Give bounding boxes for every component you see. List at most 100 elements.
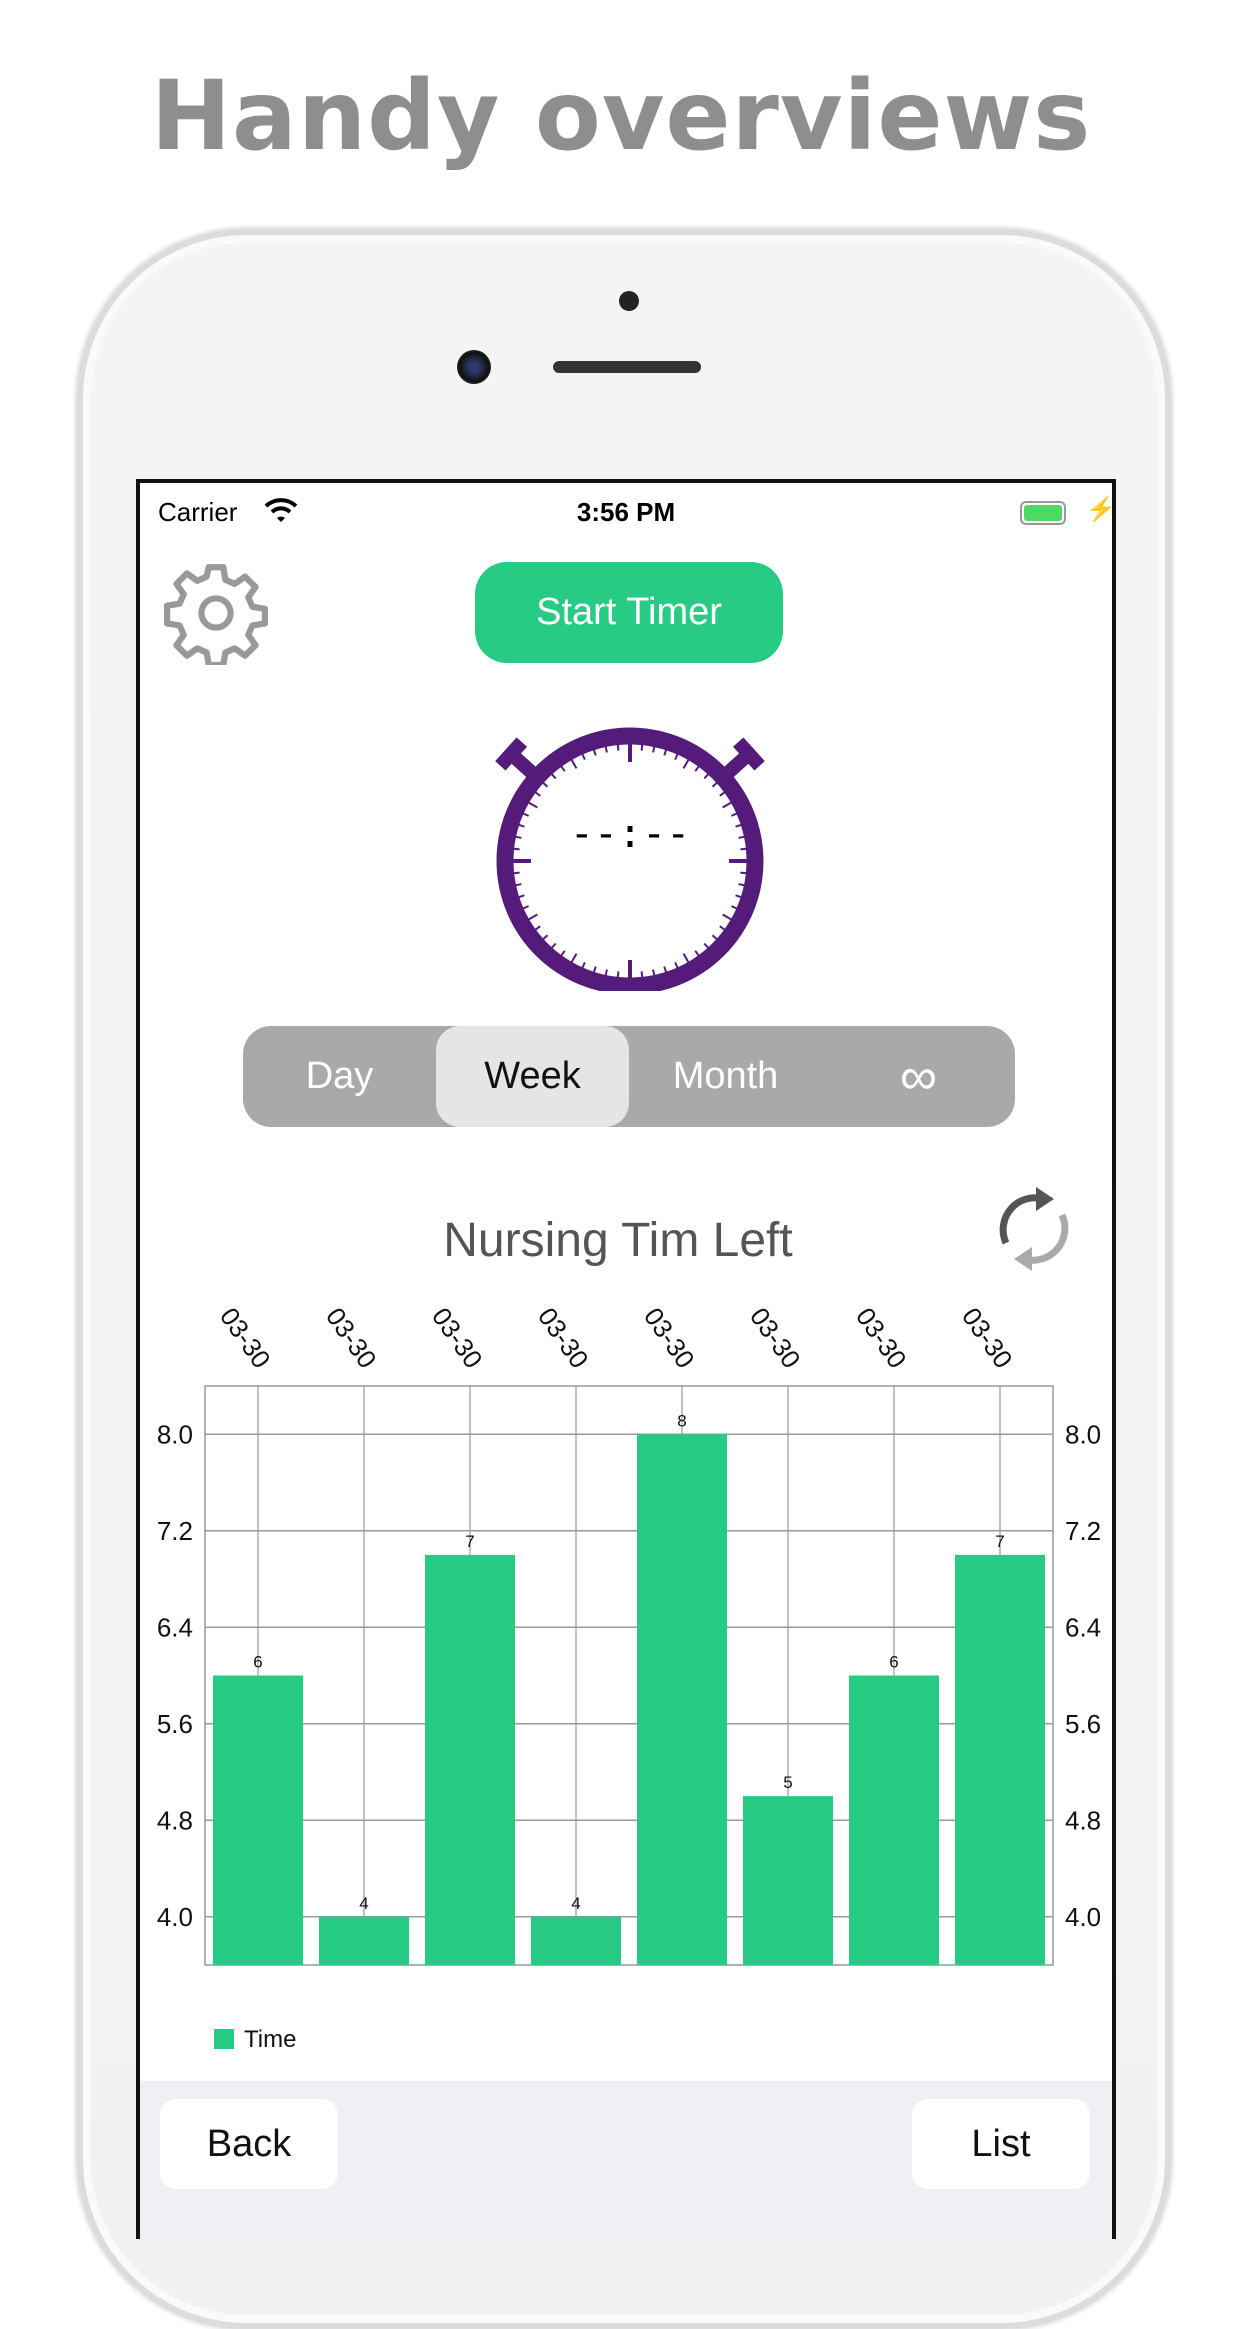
stopwatch-tick: [735, 823, 742, 828]
stopwatch-tick: [740, 871, 747, 875]
stopwatch-tick: [703, 942, 710, 949]
stopwatch-tick: [735, 894, 742, 899]
bar: [213, 1675, 303, 1965]
stopwatch-tick: [703, 773, 710, 780]
stopwatch-button: [719, 737, 765, 782]
sensor: [619, 291, 639, 311]
stopwatch-tick: [570, 759, 578, 769]
y-tick-label-right: 6.4: [1065, 1612, 1101, 1642]
stopwatch-tick: [513, 847, 520, 851]
list-button[interactable]: List: [912, 2099, 1090, 2189]
stopwatch-tick: [694, 950, 700, 957]
y-tick-label-left: 5.6: [157, 1709, 193, 1739]
stopwatch-tick: [616, 744, 620, 751]
stopwatch-tick: [522, 905, 530, 910]
stopwatch-tick: [711, 934, 718, 941]
y-tick-label-left: 4.0: [157, 1902, 193, 1932]
stopwatch-tick: [711, 781, 718, 788]
x-tick-label: 03-30: [956, 1302, 1019, 1374]
stopwatch-tick: [570, 953, 578, 963]
x-tick-label: 03-30: [532, 1302, 595, 1374]
segment-week[interactable]: Week: [436, 1026, 629, 1127]
stopwatch-tick: [738, 835, 745, 839]
stopwatch-tick: [604, 746, 608, 753]
legend-swatch: [214, 2029, 234, 2049]
stopwatch-tick: [515, 883, 522, 887]
x-tick-label: 03-30: [850, 1302, 913, 1374]
bar-value-label: 4: [571, 1894, 580, 1913]
stopwatch-icon: [495, 727, 765, 991]
status-time: 3:56 PM: [576, 497, 676, 527]
x-tick-label: 03-30: [744, 1302, 807, 1374]
stopwatch-tick: [550, 942, 557, 949]
stopwatch-tick: [581, 753, 586, 761]
wifi-icon: [264, 498, 298, 522]
phone-screen: Carrier 3:56 PM ⚡ Start Timer --:-- Day …: [136, 479, 1116, 2239]
stopwatch-tick: [722, 913, 732, 921]
headline: Handy overviews: [150, 60, 1092, 172]
charging-icon: ⚡: [1086, 496, 1116, 523]
bar-value-label: 6: [889, 1653, 898, 1672]
stopwatch-tick: [652, 969, 656, 976]
range-segmented-control: Day Week Month ∞: [243, 1026, 1015, 1127]
stopwatch-tick: [592, 966, 597, 973]
stopwatch-button: [495, 737, 541, 782]
bar: [637, 1434, 727, 1965]
y-tick-label-right: 4.8: [1065, 1805, 1101, 1835]
x-tick-label: 03-30: [320, 1302, 383, 1374]
stopwatch-tick: [722, 801, 732, 809]
refresh-icon[interactable]: [986, 1181, 1082, 1277]
stopwatch-tick: [592, 749, 597, 756]
stopwatch-tick: [738, 883, 745, 887]
stopwatch-tick: [719, 791, 726, 797]
stopwatch-tick: [534, 925, 541, 931]
stopwatch-tick: [663, 749, 668, 756]
stopwatch-tick: [674, 753, 679, 761]
stopwatch-tick: [560, 765, 566, 772]
gear-icon[interactable]: [164, 561, 268, 665]
stopwatch-button-cap: [732, 737, 765, 771]
stopwatch-tick: [652, 746, 656, 753]
timer-display: --:--: [569, 811, 691, 857]
bar-chart: 4.0 4.0 4.8 4.8 5.6 5.6 6.4 6.4 7.2 7.2 8.0 8.0 03-3…: [157, 1302, 1101, 2053]
y-tick-label-right: 7.2: [1065, 1516, 1101, 1546]
stopwatch-tick: [522, 812, 530, 817]
stopwatch-tick: [518, 823, 525, 828]
bar-value-label: 5: [783, 1773, 792, 1792]
battery-icon: [1020, 501, 1066, 525]
start-timer-button[interactable]: Start Timer: [475, 562, 783, 663]
bar: [849, 1675, 939, 1965]
bar: [531, 1916, 621, 1965]
segment-all-time[interactable]: ∞: [899, 1047, 938, 1106]
plot-border: [204, 1385, 1054, 1966]
stopwatch-tick: [740, 847, 747, 851]
x-tick-label: 03-30: [638, 1302, 701, 1374]
stopwatch-tick: [550, 773, 557, 780]
stopwatch-ring: [496, 727, 764, 991]
stopwatch-tick: [694, 765, 700, 772]
legend-label: Time: [244, 2026, 296, 2053]
bar-value-label: 4: [359, 1894, 368, 1913]
y-tick-label-left: 8.0: [157, 1419, 193, 1449]
bar-value-label: 6: [253, 1653, 262, 1672]
bar: [425, 1554, 515, 1965]
segment-day[interactable]: Day: [305, 1055, 374, 1097]
y-tick-label-right: 8.0: [1065, 1419, 1101, 1449]
back-button[interactable]: Back: [160, 2099, 338, 2189]
stopwatch-tick: [730, 812, 738, 817]
stopwatch-tick: [719, 925, 726, 931]
bar: [743, 1796, 833, 1965]
stopwatch-tick: [513, 871, 520, 875]
stopwatch-tick: [528, 913, 538, 921]
stopwatch-tick: [604, 969, 608, 976]
bottom-toolbar: Back List: [140, 2081, 1112, 2239]
stopwatch-tick: [640, 971, 644, 978]
stopwatch-tick: [515, 835, 522, 839]
segment-month[interactable]: Month: [672, 1055, 779, 1097]
camera: [457, 350, 491, 384]
bar-value-label: 7: [465, 1532, 474, 1551]
bar-value-label: 8: [677, 1411, 686, 1430]
bar: [319, 1916, 409, 1965]
carrier-label: Carrier: [158, 497, 238, 527]
x-tick-label: 03-30: [426, 1302, 489, 1374]
